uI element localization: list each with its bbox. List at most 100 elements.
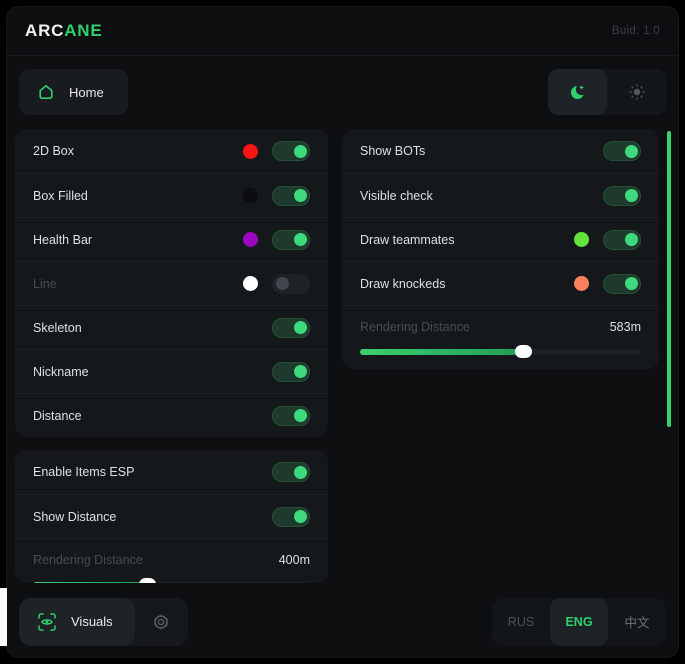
row-label: Show BOTs xyxy=(360,144,426,158)
row-controls xyxy=(243,273,310,294)
toggle-skeleton[interactable] xyxy=(272,317,310,338)
tab-home[interactable]: Home xyxy=(19,69,128,115)
row-nickname: Nickname xyxy=(15,349,328,393)
tab-visuals[interactable]: Visuals xyxy=(19,597,135,646)
slider-value: 583m xyxy=(609,320,641,334)
world-settings-card: Show BOTs Visible check Draw teammates Draw… xyxy=(342,129,659,369)
slider-thumb[interactable] xyxy=(138,578,156,583)
row-skeleton: Skeleton xyxy=(15,305,328,349)
toggle-2d-box[interactable] xyxy=(272,141,310,161)
row-enable-items-esp: Enable Items ESP xyxy=(15,450,328,494)
language-[interactable]: 中文 xyxy=(624,616,650,630)
color-swatch[interactable] xyxy=(243,188,258,203)
toggle-nickname[interactable] xyxy=(272,361,310,382)
app-window: ARCANE Buid: 1.0 Home xyxy=(6,6,679,658)
toggle-distance[interactable] xyxy=(272,405,310,426)
row-2d-box: 2D Box xyxy=(15,129,328,173)
visuals-eye-icon xyxy=(36,611,58,633)
toggle-health-bar[interactable] xyxy=(272,229,310,250)
language-eng[interactable]: ENG xyxy=(550,597,608,646)
color-swatch[interactable] xyxy=(574,276,589,291)
toggle-enable-items-esp[interactable] xyxy=(272,462,310,482)
bottom-bar: Visuals RUS ENG 中文 xyxy=(7,586,678,657)
slider-track[interactable] xyxy=(33,578,310,583)
toggle-box-filled[interactable] xyxy=(272,185,310,206)
slider-value: 400m xyxy=(278,553,310,567)
toggle-knob xyxy=(625,277,638,290)
toggle-knob xyxy=(294,409,307,422)
row-controls xyxy=(243,141,310,161)
esp-settings-card: 2D Box Box Filled Health Bar Line Skeleton Ni… xyxy=(15,129,328,437)
language-group: RUS ENG 中文 xyxy=(492,597,666,646)
row-visible-check: Visible check xyxy=(342,173,659,217)
row-distance: Distance xyxy=(15,393,328,437)
toggle-draw-teammates[interactable] xyxy=(603,229,641,250)
scrollbar-thumb[interactable] xyxy=(667,131,671,427)
row-controls xyxy=(272,361,310,382)
slider-fill xyxy=(33,582,147,583)
toggle-show-bots[interactable] xyxy=(603,141,641,161)
toggle-knob xyxy=(625,233,638,246)
toggle-knob xyxy=(276,277,289,290)
color-swatch[interactable] xyxy=(243,143,258,159)
background-sliver xyxy=(0,588,7,646)
row-controls xyxy=(574,229,641,250)
toggle-knob xyxy=(294,510,307,523)
right-column: Show BOTs Visible check Draw teammates Draw… xyxy=(342,129,659,369)
slider-rendering-distance: Rendering Distance 400m xyxy=(15,538,328,583)
title-bar: ARCANE Buid: 1.0 xyxy=(7,7,678,56)
row-label: Enable Items ESP xyxy=(33,465,135,479)
color-swatch[interactable] xyxy=(243,276,258,291)
sun-icon xyxy=(628,83,646,101)
toggle-knob xyxy=(294,321,307,334)
toggle-knob xyxy=(625,144,638,158)
settings-button[interactable] xyxy=(135,598,188,646)
row-controls xyxy=(243,229,310,250)
toggle-line[interactable] xyxy=(272,273,310,294)
category-group: Visuals xyxy=(19,597,188,646)
theme-toggle-group xyxy=(548,69,666,115)
language-rus[interactable]: RUS xyxy=(507,614,535,629)
row-controls xyxy=(272,405,310,426)
row-label: Nickname xyxy=(33,364,89,379)
row-line: Line xyxy=(15,261,328,305)
row-label: Line xyxy=(33,276,57,291)
row-label: Draw teammates xyxy=(360,232,455,247)
toggle-knob xyxy=(294,144,307,158)
logo-text-primary: ARC xyxy=(25,21,65,40)
slider-track[interactable] xyxy=(360,345,641,358)
color-swatch[interactable] xyxy=(243,232,258,247)
row-controls xyxy=(243,185,310,206)
row-label: Health Bar xyxy=(33,232,93,247)
slider-rendering-distance: Rendering Distance 583m xyxy=(342,305,659,369)
toggle-visible-check[interactable] xyxy=(603,185,641,206)
slider-label: Rendering Distance xyxy=(33,553,143,567)
row-health-bar: Health Bar xyxy=(15,217,328,261)
slider-thumb[interactable] xyxy=(514,345,532,358)
slider-label: Rendering Distance xyxy=(360,320,470,334)
toggle-knob xyxy=(625,189,638,202)
row-controls xyxy=(272,506,310,527)
logo-text-accent: ANE xyxy=(64,21,103,40)
color-swatch[interactable] xyxy=(574,232,589,247)
row-label: Skeleton xyxy=(33,320,82,335)
light-mode-button[interactable] xyxy=(607,69,666,115)
build-version: Buid: 1.0 xyxy=(611,25,660,37)
row-draw-knockeds: Draw knockeds xyxy=(342,261,659,305)
row-label: Distance xyxy=(33,408,82,423)
dark-mode-button[interactable] xyxy=(548,69,607,115)
row-draw-teammates: Draw teammates xyxy=(342,217,659,261)
toggle-knob xyxy=(294,233,307,246)
toggle-show-distance[interactable] xyxy=(272,506,310,527)
row-show-bots: Show BOTs xyxy=(342,129,659,173)
row-controls xyxy=(272,462,310,482)
row-show-distance: Show Distance xyxy=(15,494,328,538)
row-label: Show Distance xyxy=(33,509,117,524)
left-column: 2D Box Box Filled Health Bar Line Skeleton Ni… xyxy=(15,129,328,583)
toggle-knob xyxy=(294,365,307,378)
row-controls xyxy=(574,273,641,294)
moon-icon xyxy=(568,82,588,102)
toggle-draw-knockeds[interactable] xyxy=(603,273,641,294)
row-box-filled: Box Filled xyxy=(15,173,328,217)
row-controls xyxy=(603,185,641,206)
